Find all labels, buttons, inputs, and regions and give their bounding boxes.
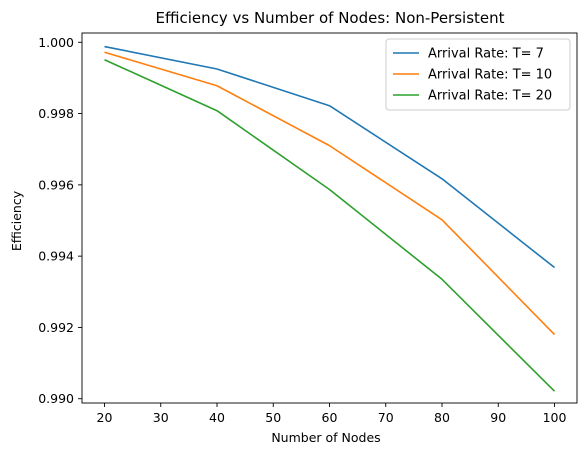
x-tick-label: 20 xyxy=(97,410,113,425)
x-tick-label: 60 xyxy=(322,410,338,425)
x-tick-label: 100 xyxy=(543,410,567,425)
legend-label-3: Arrival Rate: T= 20 xyxy=(428,89,552,104)
series-line-1 xyxy=(104,45,555,269)
series-line-2 xyxy=(104,51,556,336)
x-axis-label: Number of Nodes xyxy=(271,430,380,445)
series-line-3 xyxy=(104,59,556,392)
x-tick-label: 70 xyxy=(378,410,394,425)
legend: Arrival Rate: T= 7 Arrival Rate: T= 10 Arr… xyxy=(385,38,571,111)
x-tick-label: 50 xyxy=(265,410,281,425)
legend-label-1: Arrival Rate: T= 7 xyxy=(428,47,544,62)
y-tick-label: 0.996 xyxy=(38,177,74,192)
x-tick-label: 80 xyxy=(434,410,450,425)
y-tick-label: 0.994 xyxy=(38,249,74,264)
y-axis-label: Efficiency xyxy=(9,190,24,251)
y-tick-label: 0.992 xyxy=(38,320,74,335)
legend-box xyxy=(385,38,571,111)
x-tick-label: 90 xyxy=(490,410,506,425)
x-tick-label: 30 xyxy=(153,410,169,425)
y-tick-label: 0.998 xyxy=(38,106,74,121)
y-tick-label: 0.990 xyxy=(38,391,74,406)
x-tick-label: 40 xyxy=(209,410,225,425)
axes-layer: 20 30 40 50 60 70 80 90 100 0.990 0.992 0.994 0.996 0… xyxy=(38,32,578,425)
chart-title: Efficiency vs Number of Nodes: Non-Persi… xyxy=(155,9,504,27)
y-tick-label: 1.000 xyxy=(38,35,74,50)
series-layer xyxy=(104,45,556,392)
legend-label-2: Arrival Rate: T= 10 xyxy=(428,68,552,83)
